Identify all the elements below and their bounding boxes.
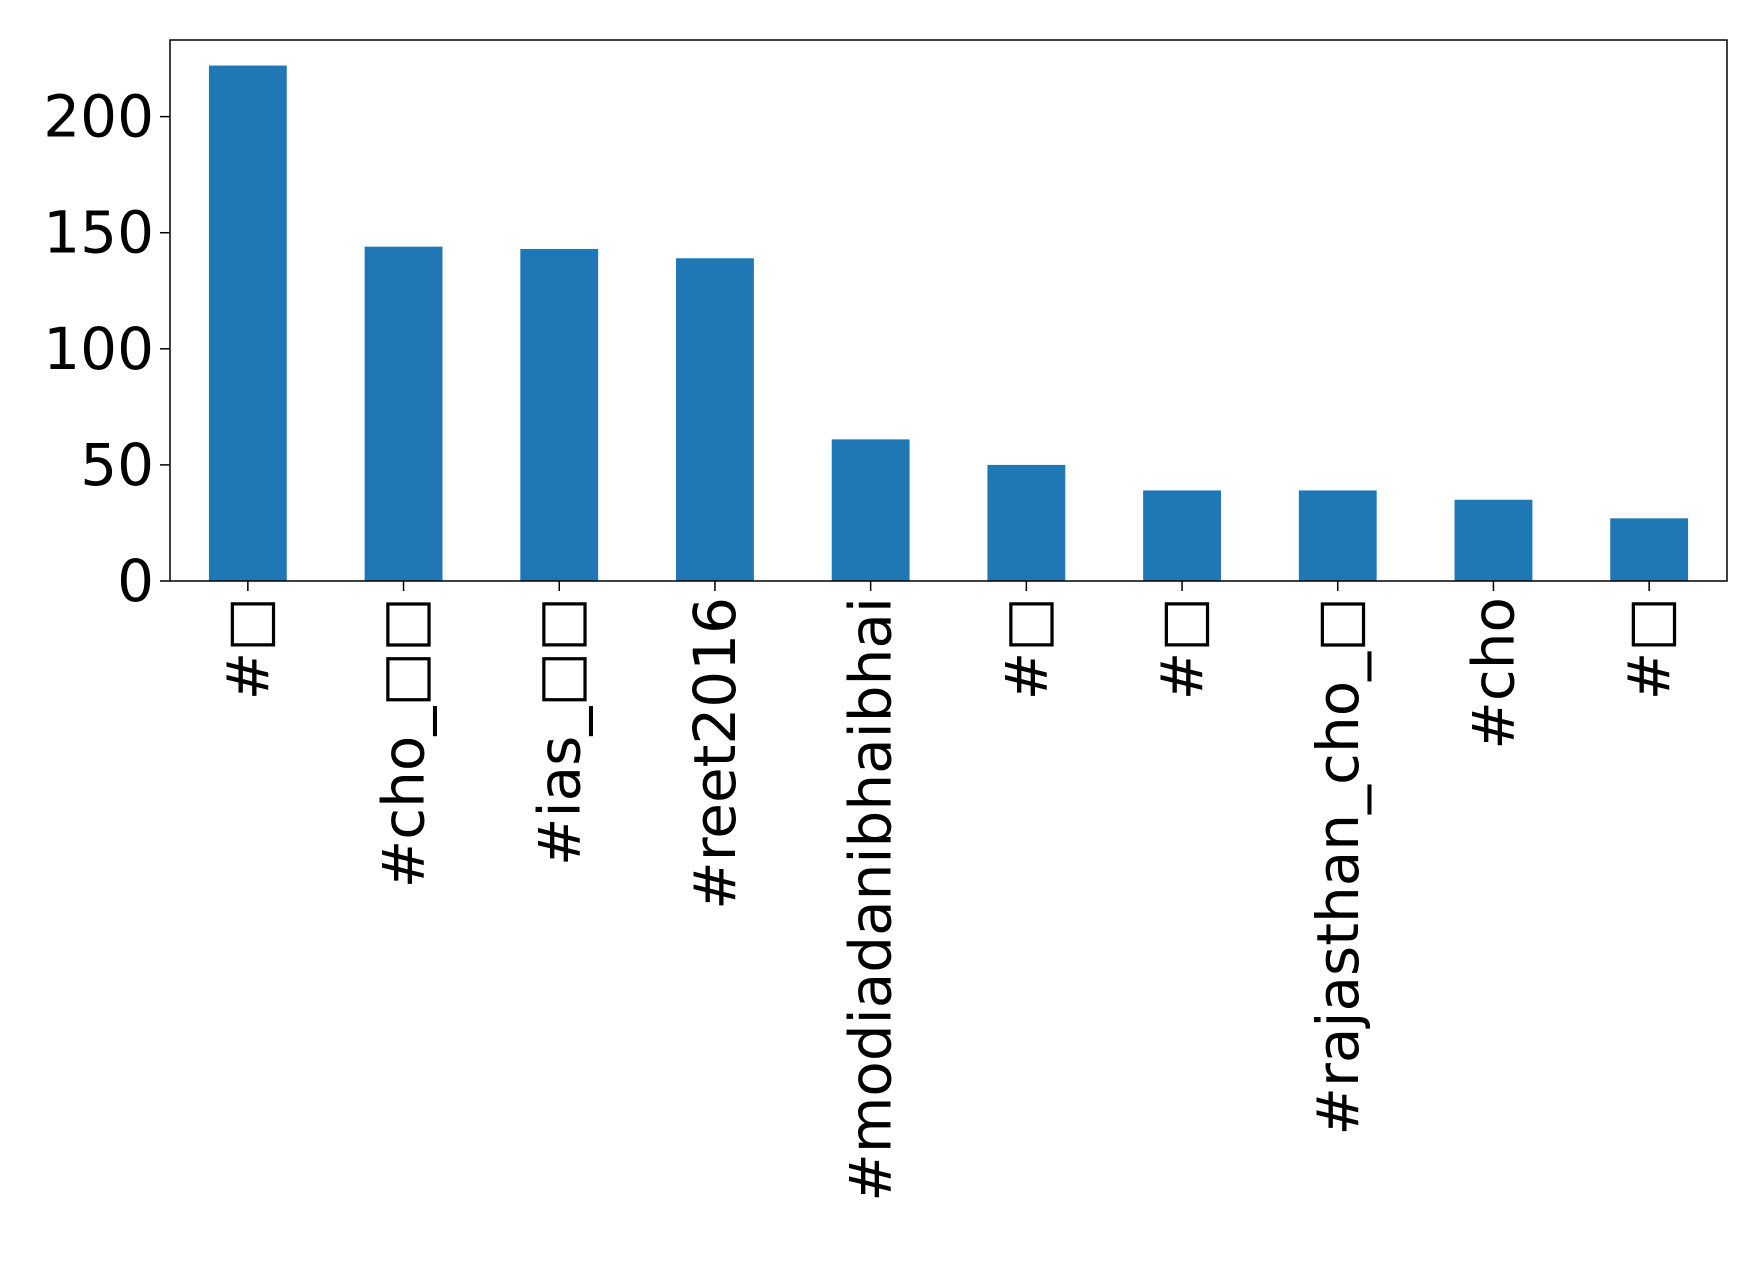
y-tick-label: 0	[117, 547, 154, 615]
y-tick-label: 100	[43, 315, 154, 383]
bars-group	[208, 65, 1689, 581]
x-tick-label: #modiadanibhaibhai	[837, 597, 905, 1202]
bar	[676, 258, 754, 581]
x-tick-label: #ias_□□	[525, 597, 593, 866]
y-tick-label: 150	[43, 199, 154, 267]
x-tick-label: #reet2016	[681, 597, 749, 910]
x-tick-label: #rajasthan_cho_□	[1304, 597, 1372, 1136]
bar	[1454, 499, 1533, 581]
y-tick-label: 200	[43, 83, 154, 151]
x-axis: #□ #cho_□□ #ias_□□ #reet2016 #modiadanibhaib…	[214, 581, 1683, 1202]
bar	[1610, 518, 1689, 581]
x-tick-label: #cho_□□	[370, 597, 438, 888]
bar	[831, 439, 910, 581]
bar	[364, 246, 443, 581]
bar	[520, 248, 599, 581]
bar	[1143, 490, 1221, 581]
y-tick-label: 50	[80, 431, 154, 499]
x-tick-label: #□	[1148, 597, 1216, 700]
x-tick-label: #□	[214, 597, 282, 700]
x-tick-label: #□	[992, 597, 1060, 700]
bar	[1298, 490, 1377, 581]
bar	[987, 464, 1066, 581]
bar	[208, 65, 287, 581]
y-axis: 0 50 100 150 200	[43, 83, 170, 615]
plot-frame	[169, 39, 1728, 582]
x-tick-label: #cho	[1459, 597, 1527, 750]
x-tick-label: #□	[1615, 597, 1683, 700]
